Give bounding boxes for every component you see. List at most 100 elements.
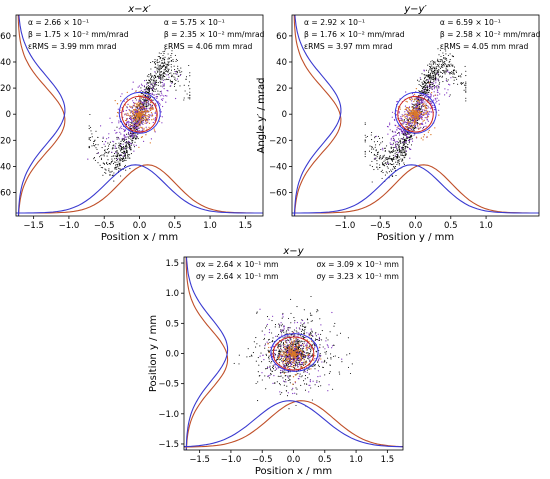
scatter-point (268, 360, 270, 362)
scatter-point (449, 72, 451, 74)
scatter-point (268, 351, 270, 354)
scatter-point (409, 117, 411, 120)
chart-title: x−x′ (127, 4, 151, 15)
scatter-point (405, 138, 407, 140)
scatter-point (373, 141, 375, 143)
scatter-point (417, 107, 419, 109)
y-tick-label: 60 (0, 32, 11, 42)
scatter-point (151, 92, 153, 94)
scatter-point (140, 119, 142, 121)
scatter-point (295, 330, 297, 332)
scatter-point (167, 53, 169, 55)
scatter-point (170, 66, 172, 68)
scatter-point (158, 71, 160, 73)
scatter-point (424, 85, 426, 87)
scatter-point (295, 339, 297, 341)
scatter-point (400, 119, 402, 121)
scatter-point (126, 152, 128, 154)
scatter-point (167, 64, 169, 66)
scatter-point (297, 373, 299, 375)
scatter-point (303, 325, 305, 327)
scatter-point (400, 129, 402, 131)
scatter-point (318, 336, 320, 338)
scatter-point (102, 174, 104, 176)
scatter-point (290, 334, 292, 336)
scatter-point (280, 332, 282, 334)
scatter-point (400, 142, 402, 145)
scatter-point (434, 74, 436, 76)
scatter-point (409, 123, 412, 125)
scatter-point (341, 361, 343, 363)
scatter-point (148, 110, 150, 113)
scatter-point (300, 376, 302, 378)
x-tick-label: 0.5 (168, 221, 182, 231)
scatter-point (376, 163, 378, 165)
scatter-point (139, 116, 141, 118)
scatter-point (455, 76, 457, 79)
scatter-point (101, 140, 104, 143)
scatter-point (274, 324, 277, 326)
scatter-point (310, 334, 313, 336)
scatter-point (393, 135, 395, 137)
scatter-point (294, 356, 296, 359)
scatter-point (386, 157, 388, 159)
scatter-point (123, 150, 125, 152)
scatter-point (161, 60, 163, 62)
scatter-point (405, 115, 407, 117)
scatter-point (153, 62, 156, 64)
scatter-point (142, 94, 144, 97)
scatter-point (303, 337, 305, 339)
scatter-point (457, 83, 459, 85)
scatter-point (153, 87, 155, 90)
scatter-point (453, 66, 456, 68)
scatter-point (268, 338, 270, 340)
scatter-point (298, 349, 300, 351)
scatter-point (324, 351, 326, 353)
scatter-point (446, 59, 448, 61)
scatter-point (163, 53, 165, 55)
scatter-point (283, 325, 285, 327)
scatter-point (130, 149, 132, 151)
x-tick-label: 0.5 (318, 455, 332, 465)
scatter-point (293, 347, 295, 350)
scatter-point (452, 73, 454, 75)
scatter-point (112, 163, 115, 165)
scatter-point (310, 328, 312, 330)
scatter-point (329, 371, 331, 373)
scatter-point (400, 154, 402, 156)
scatter-point (111, 151, 113, 153)
scatter-point (397, 153, 399, 155)
scatter-point (289, 341, 291, 343)
scatter-point (124, 135, 126, 137)
scatter-point (152, 75, 154, 77)
scatter-point (416, 120, 419, 122)
scatter-point (418, 128, 420, 130)
scatter-point (382, 172, 384, 174)
scatter-point (130, 136, 132, 138)
scatter-point (438, 114, 440, 116)
scatter-point (108, 174, 111, 176)
scatter-point (440, 63, 442, 66)
scatter-point (131, 110, 133, 113)
scatter-point (390, 157, 392, 159)
x-tick-label: 0.0 (287, 455, 301, 465)
scatter-point (304, 341, 306, 343)
scatter-point (310, 350, 312, 352)
scatter-point (109, 163, 111, 165)
scatter-point (187, 97, 189, 99)
scatter-point (333, 344, 335, 346)
scatter-point (300, 355, 302, 358)
scatter-point (130, 122, 132, 124)
scatter-point (282, 342, 285, 344)
scatter-point (284, 350, 286, 352)
scatter-point (174, 83, 176, 85)
scatter-point (178, 75, 180, 77)
scatter-point (409, 157, 411, 159)
scatter-point (148, 115, 150, 117)
scatter-point (283, 372, 285, 375)
scatter-point (425, 112, 428, 114)
scatter-point (105, 152, 107, 154)
scatter-point (119, 168, 121, 170)
scatter-point (405, 150, 407, 152)
scatter-point (420, 137, 423, 139)
